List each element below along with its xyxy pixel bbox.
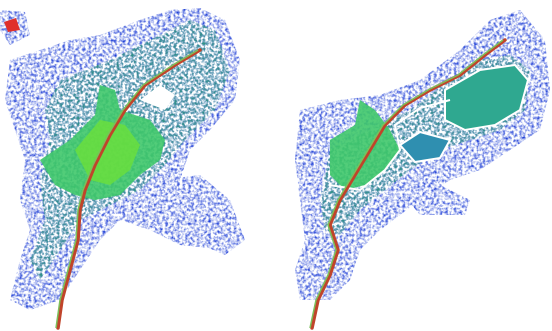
map-figure	[0, 0, 552, 331]
page	[0, 0, 552, 331]
right-map	[295, 10, 550, 328]
left-map	[0, 8, 245, 328]
